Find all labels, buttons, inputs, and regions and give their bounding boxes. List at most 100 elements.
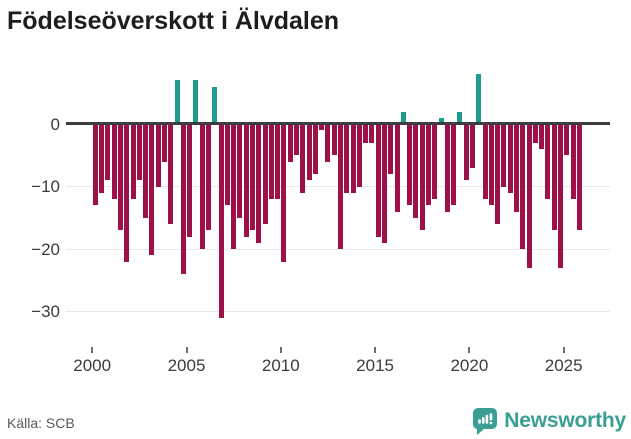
bar-negative bbox=[224, 124, 230, 206]
bar-negative bbox=[444, 124, 450, 212]
bar-negative bbox=[388, 124, 394, 174]
bar-negative bbox=[262, 124, 268, 224]
newsworthy-wordmark: Newsworthy bbox=[504, 409, 626, 432]
bar-negative bbox=[287, 124, 293, 162]
bar-negative bbox=[363, 124, 369, 143]
bar-negative bbox=[319, 124, 325, 131]
x-axis-tick-mark bbox=[468, 347, 471, 353]
bar-negative bbox=[507, 124, 513, 193]
bar-negative bbox=[451, 124, 457, 206]
bar-negative bbox=[432, 124, 438, 199]
bar-negative bbox=[520, 124, 526, 249]
bar-negative bbox=[545, 124, 551, 199]
bar-negative bbox=[394, 124, 400, 212]
bar-negative bbox=[338, 124, 344, 249]
bar-negative bbox=[243, 124, 249, 237]
bar-negative bbox=[275, 124, 281, 199]
x-axis-tick-mark bbox=[91, 347, 94, 353]
bar-negative bbox=[130, 124, 136, 199]
zero-axis-line bbox=[66, 122, 610, 125]
bar-positive bbox=[400, 111, 406, 124]
bar-negative bbox=[488, 124, 494, 206]
bar-negative bbox=[382, 124, 388, 243]
source-note: Källa: SCB bbox=[7, 415, 75, 431]
bar-negative bbox=[111, 124, 117, 199]
bar-negative bbox=[105, 124, 111, 181]
bar-negative bbox=[495, 124, 501, 224]
bar-negative bbox=[218, 124, 224, 318]
bar-negative bbox=[501, 124, 507, 187]
bar-negative bbox=[187, 124, 193, 237]
bar-negative bbox=[161, 124, 167, 162]
bar-negative bbox=[532, 124, 538, 143]
bar-negative bbox=[350, 124, 356, 193]
y-axis-tick-label: −30 bbox=[31, 302, 60, 321]
bar-negative bbox=[300, 124, 306, 193]
bar-negative bbox=[180, 124, 186, 274]
bar-positive bbox=[457, 111, 463, 124]
bar-negative bbox=[558, 124, 564, 268]
newsworthy-logo-link[interactable]: Newsworthy bbox=[473, 407, 626, 435]
bar-negative bbox=[143, 124, 149, 218]
bar-negative bbox=[369, 124, 375, 143]
bar-negative bbox=[375, 124, 381, 237]
bar-negative bbox=[564, 124, 570, 156]
x-axis-tick-label: 2000 bbox=[73, 356, 112, 375]
bar-negative bbox=[117, 124, 123, 231]
bar-negative bbox=[168, 124, 174, 224]
bar-negative bbox=[268, 124, 274, 199]
bar-negative bbox=[136, 124, 142, 181]
newsworthy-icon bbox=[473, 407, 498, 435]
bar-negative bbox=[356, 124, 362, 187]
y-gridline bbox=[66, 311, 610, 312]
x-axis-tick-label: 2005 bbox=[167, 356, 206, 375]
bar-negative bbox=[413, 124, 419, 218]
bar-negative bbox=[281, 124, 287, 262]
bar-negative bbox=[514, 124, 520, 212]
bar-negative bbox=[419, 124, 425, 231]
bar-negative bbox=[551, 124, 557, 231]
bar-negative bbox=[199, 124, 205, 249]
bar-negative bbox=[231, 124, 237, 249]
y-axis-tick-label: −10 bbox=[31, 177, 60, 196]
bar-negative bbox=[526, 124, 532, 268]
bar-positive bbox=[476, 74, 482, 124]
bar-negative bbox=[99, 124, 105, 193]
bar-negative bbox=[294, 124, 300, 156]
bar-negative bbox=[344, 124, 350, 193]
bar-positive bbox=[174, 80, 180, 125]
bar-negative bbox=[576, 124, 582, 231]
bar-negative bbox=[124, 124, 130, 262]
bar-negative bbox=[306, 124, 312, 181]
x-axis-tick-label: 2015 bbox=[356, 356, 394, 375]
x-axis-tick-label: 2010 bbox=[261, 356, 300, 375]
chart-title: Födelseöverskott i Älvdalen bbox=[7, 7, 340, 35]
bar-positive bbox=[193, 80, 199, 125]
bar-negative bbox=[206, 124, 212, 231]
bar-negative bbox=[570, 124, 576, 199]
x-axis-tick-label: 2025 bbox=[544, 356, 583, 375]
bar-negative bbox=[331, 124, 337, 156]
bar-negative bbox=[155, 124, 161, 187]
bar-negative bbox=[463, 124, 469, 181]
bar-negative bbox=[237, 124, 243, 218]
x-axis-tick-mark bbox=[562, 347, 565, 353]
bar-negative bbox=[312, 124, 318, 174]
x-axis-tick-mark bbox=[279, 347, 282, 353]
x-axis-tick-mark bbox=[374, 347, 377, 353]
y-axis-tick-label: 0 bbox=[50, 114, 60, 134]
bar-negative bbox=[470, 124, 476, 168]
bar-negative bbox=[539, 124, 545, 149]
bar-negative bbox=[482, 124, 488, 199]
bar-negative bbox=[250, 124, 256, 231]
bar-negative bbox=[407, 124, 413, 206]
bar-negative bbox=[325, 124, 331, 162]
y-axis-tick-label: −20 bbox=[31, 239, 60, 259]
bar-negative bbox=[426, 124, 432, 206]
bar-positive bbox=[438, 117, 444, 125]
bar-negative bbox=[149, 124, 155, 256]
bar-negative bbox=[256, 124, 262, 243]
x-axis-tick-label: 2020 bbox=[450, 356, 489, 375]
bar-positive bbox=[212, 86, 218, 124]
